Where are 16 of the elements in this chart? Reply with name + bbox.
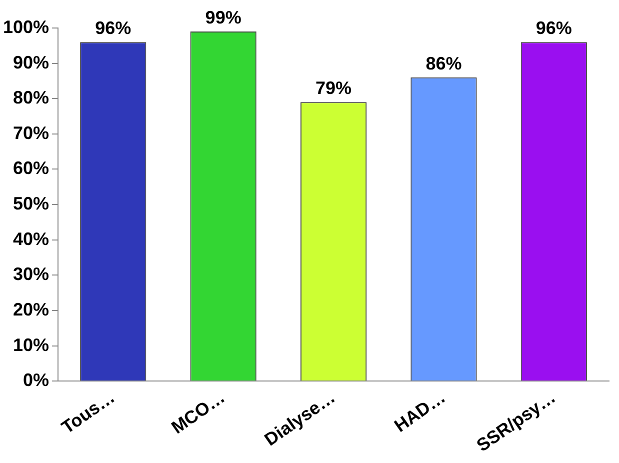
- y-tick-label: 80%: [13, 88, 50, 108]
- data-label: 96%: [536, 18, 572, 38]
- y-tick-label: 70%: [13, 122, 50, 143]
- y-tick-label: 10%: [13, 334, 50, 355]
- y-tick-label: 20%: [13, 299, 50, 320]
- y-tick-label: 60%: [13, 158, 50, 178]
- y-tick-label: 30%: [13, 264, 50, 284]
- y-tick-label: 0%: [23, 370, 50, 390]
- data-label: 99%: [205, 8, 242, 28]
- data-label: 79%: [316, 78, 352, 98]
- y-tick-label: 90%: [13, 52, 50, 72]
- y-tick-label: 50%: [13, 194, 50, 214]
- y-tick-label: 40%: [13, 228, 50, 249]
- data-label: 96%: [95, 18, 132, 38]
- data-label: 86%: [426, 53, 462, 74]
- y-tick-label: 100%: [2, 16, 50, 37]
